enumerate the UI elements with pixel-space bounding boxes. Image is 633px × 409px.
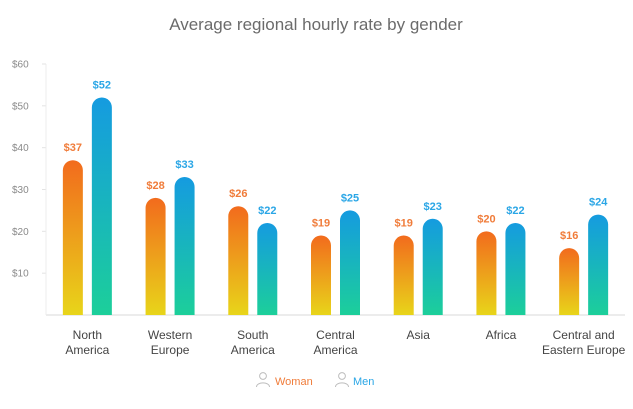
bar-woman — [393, 235, 414, 315]
bar-men — [422, 218, 443, 315]
x-tick-label: Europe — [151, 343, 190, 357]
value-label-men: $23 — [424, 201, 442, 213]
x-tick-label: America — [65, 343, 109, 357]
value-label-men: $52 — [93, 79, 111, 91]
bar-men — [174, 176, 195, 315]
bar-men — [91, 97, 112, 315]
legend: Woman Men — [256, 372, 374, 388]
value-label-men: $33 — [175, 159, 193, 171]
y-tick-label: $10 — [12, 269, 29, 280]
value-label-woman: $16 — [560, 230, 578, 242]
y-tick-label: $60 — [12, 60, 29, 71]
person-icon — [335, 372, 349, 388]
bar-woman — [559, 248, 580, 315]
x-tick-label: America — [313, 343, 357, 357]
bar-men — [340, 210, 360, 315]
y-axis: $10 $20 $30 $40 $50 $60 — [12, 60, 46, 280]
x-labels: NorthAmericaWesternEuropeSouthAmericaCen… — [65, 328, 625, 357]
value-label-men: $22 — [506, 205, 524, 217]
bar-woman — [62, 160, 83, 315]
value-label-woman: $19 — [395, 218, 413, 230]
x-tick-label: Central and — [553, 328, 615, 342]
value-label-woman: $26 — [229, 188, 247, 200]
legend-item-woman: Woman — [256, 372, 313, 388]
legend-label-men: Men — [353, 376, 374, 388]
value-label-men: $22 — [258, 205, 276, 217]
y-tick-label: $20 — [12, 227, 29, 238]
x-tick-label: America — [231, 343, 275, 357]
legend-label-woman: Woman — [275, 376, 313, 388]
bar-woman — [311, 235, 331, 315]
x-tick-label: Western — [148, 328, 192, 342]
value-labels: $37 $52 $28 $33 $26 $22 $19 $25 $19 $23 $20 $22 $16 $… — [64, 79, 609, 242]
bar-woman — [145, 197, 166, 315]
y-tick-label: $40 — [12, 143, 29, 154]
x-tick-label: Africa — [486, 328, 517, 342]
bar-woman — [476, 231, 497, 315]
value-label-men: $25 — [341, 192, 359, 204]
y-tick-label: $30 — [12, 185, 29, 196]
value-label-woman: $37 — [64, 142, 82, 154]
x-tick-label: Asia — [407, 328, 431, 342]
x-tick-label: Central — [316, 328, 355, 342]
bar-men — [257, 222, 278, 315]
x-tick-label: North — [73, 328, 102, 342]
bars — [62, 97, 609, 315]
bar-woman — [228, 206, 249, 315]
person-icon — [256, 372, 270, 388]
value-label-woman: $19 — [312, 218, 330, 230]
legend-item-men: Men — [335, 372, 374, 388]
bar-men — [505, 222, 526, 315]
x-tick-label: South — [237, 328, 268, 342]
x-tick-label: Eastern Europe — [542, 343, 626, 357]
chart-title: Average regional hourly rate by gender — [169, 15, 463, 34]
y-tick-label: $50 — [12, 101, 29, 112]
bar-men — [588, 214, 609, 315]
value-label-woman: $20 — [477, 213, 495, 225]
value-label-woman: $28 — [146, 180, 164, 192]
value-label-men: $24 — [589, 197, 608, 209]
